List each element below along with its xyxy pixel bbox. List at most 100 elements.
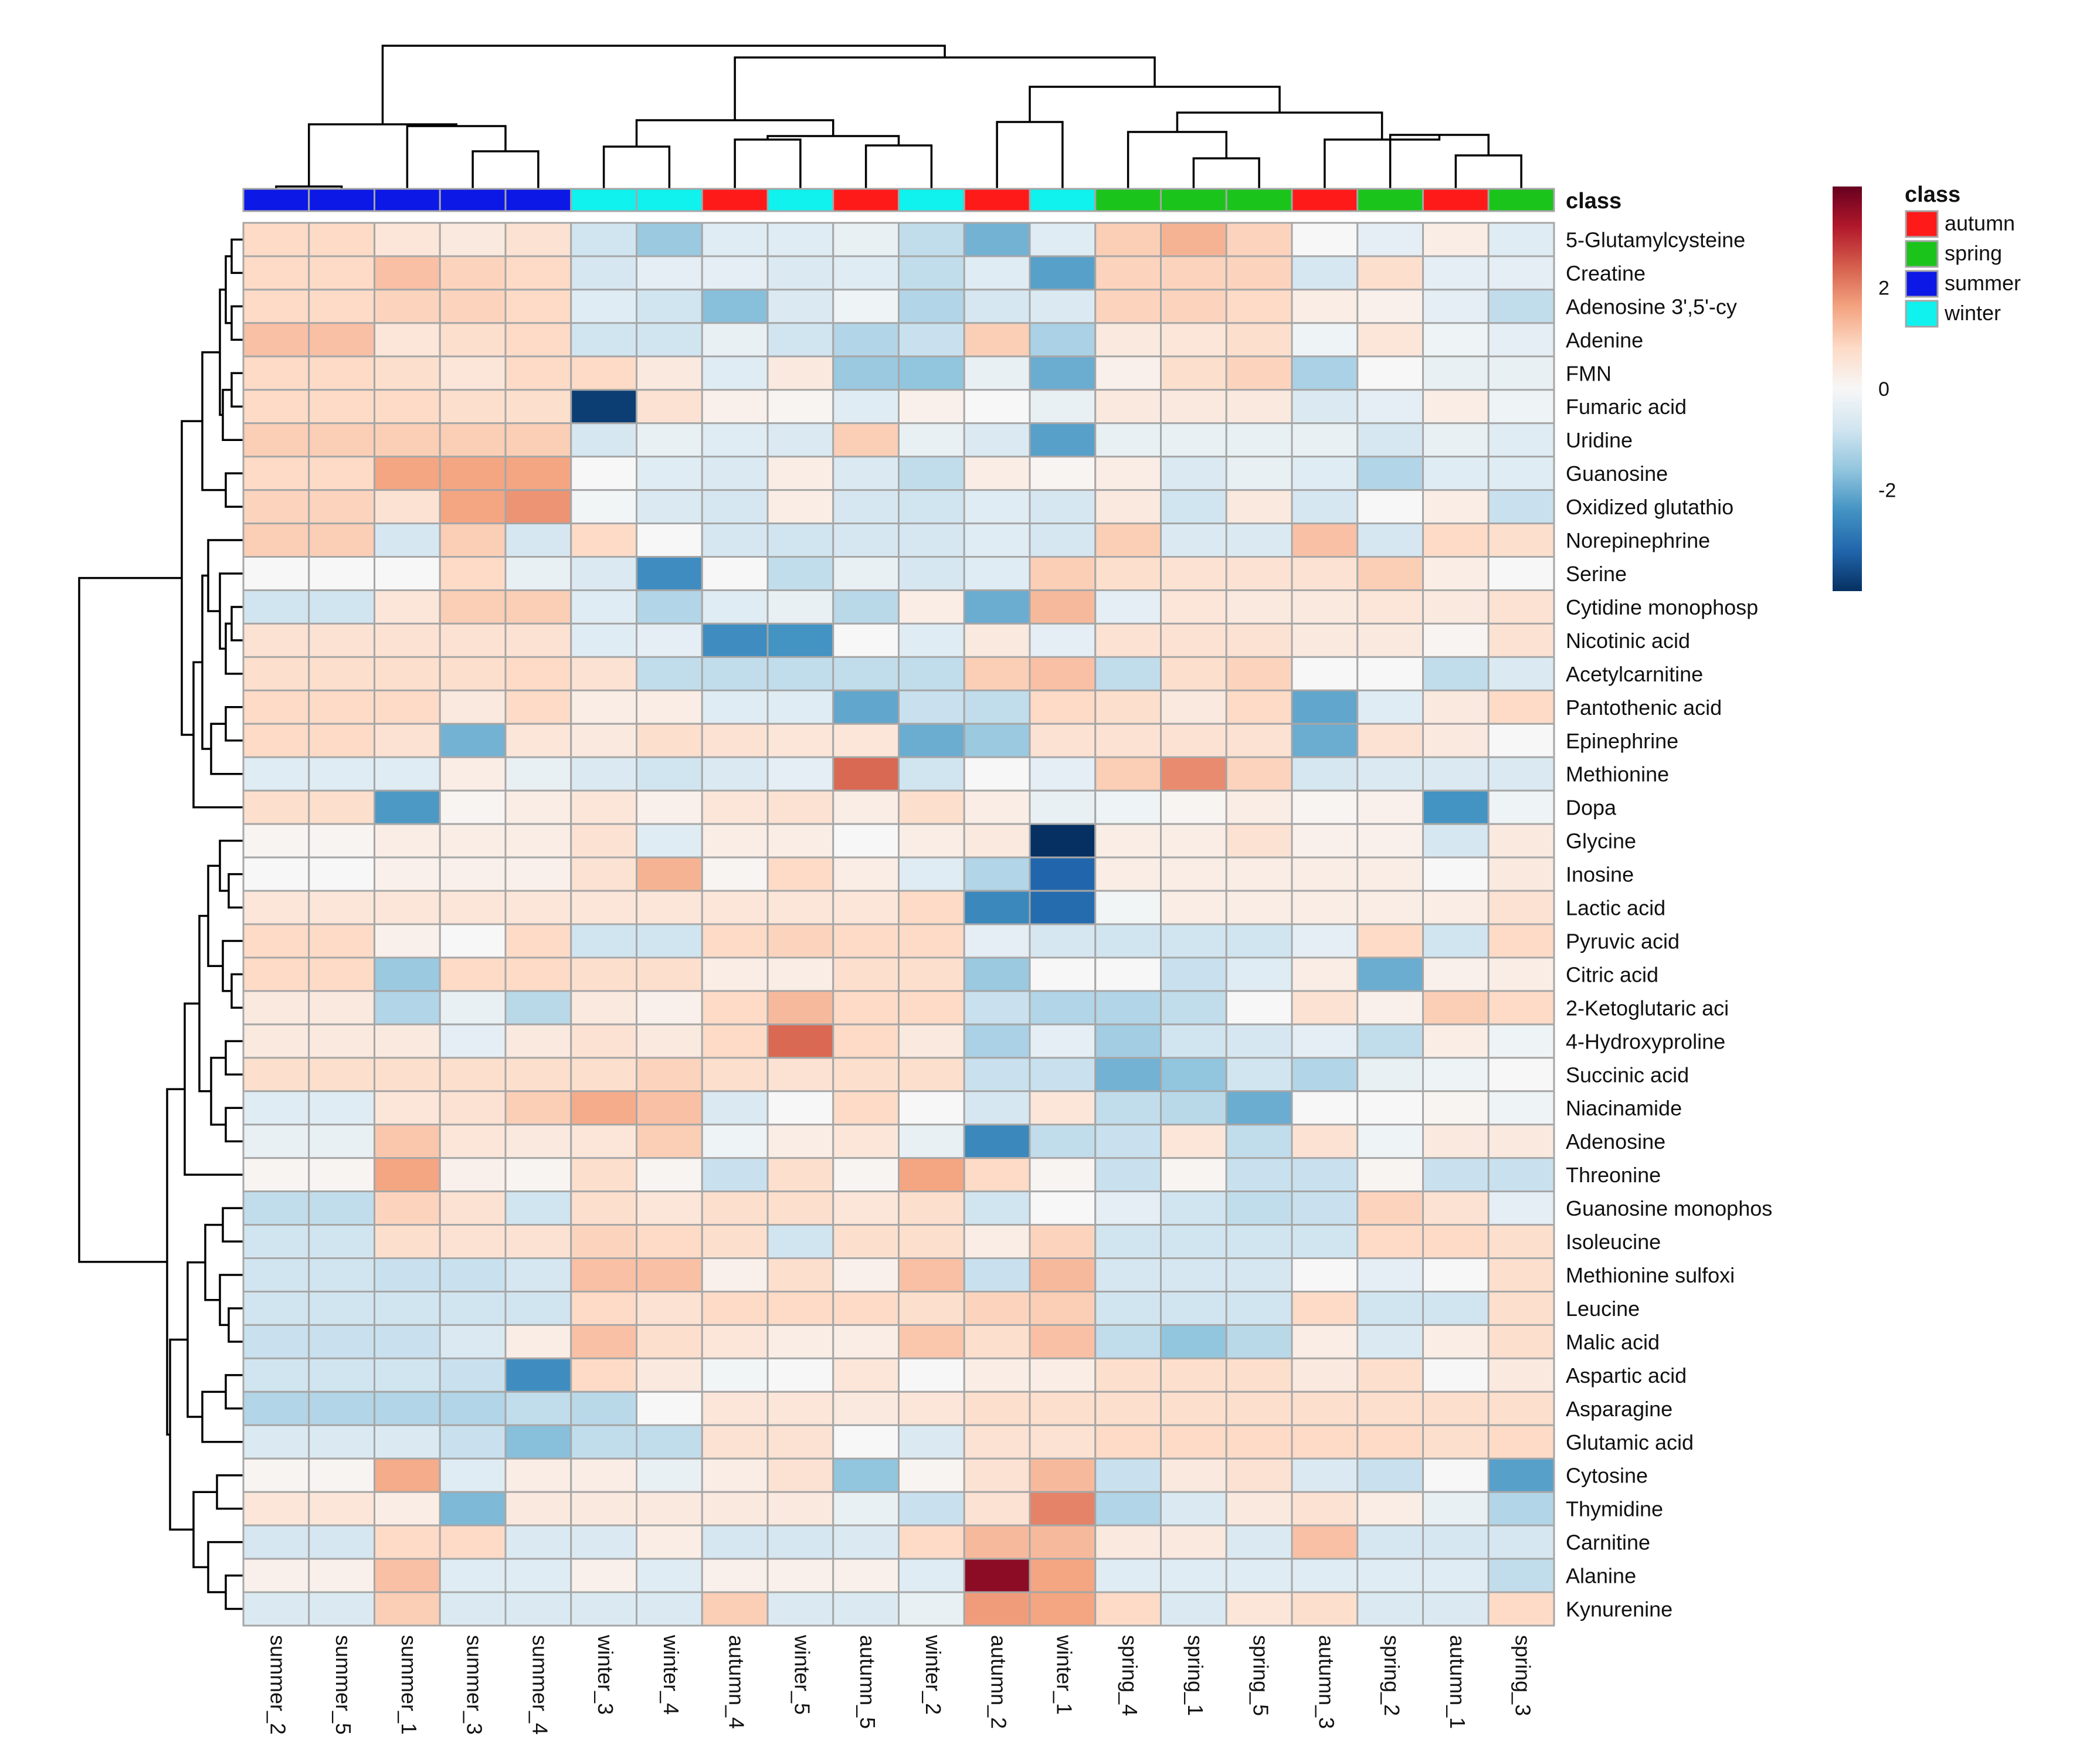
heatmap-cell: [242, 756, 310, 792]
heatmap-cell: [308, 1390, 375, 1426]
heatmap-cell: [439, 1224, 507, 1260]
row-label: Acetylcarnitine: [1566, 662, 1703, 686]
heatmap-cell: [570, 255, 637, 291]
heatmap-cell: [1094, 1390, 1162, 1426]
heatmap-cell: [439, 1424, 507, 1460]
row-dendrogram-branch: [225, 622, 243, 675]
heatmap-cell: [1029, 722, 1097, 758]
heatmap-cell: [1291, 1324, 1359, 1359]
heatmap-cell: [1094, 789, 1162, 825]
class-annotation-bar: class: [242, 188, 1621, 213]
heatmap-cell: [570, 1224, 637, 1260]
class-bar-cell: [374, 188, 441, 212]
heatmap-cell: [1422, 656, 1490, 691]
column-dendrogram-branch: [1192, 157, 1260, 189]
heatmap-cell: [308, 656, 375, 691]
heatmap-cell: [504, 1023, 572, 1059]
heatmap-cell: [570, 456, 637, 491]
heatmap-cell: [1291, 1558, 1359, 1593]
heatmap-cell: [308, 1524, 375, 1560]
heatmap-cell: [1225, 422, 1293, 458]
heatmap-cell: [636, 1290, 703, 1326]
heatmap-cell: [374, 890, 441, 925]
row-dendrogram-branch: [216, 1474, 243, 1510]
heatmap-cell: [504, 255, 572, 291]
heatmap-cell: [1356, 622, 1424, 658]
heatmap-cell: [1160, 289, 1227, 324]
row-dendrogram-branch: [230, 372, 243, 408]
heatmap-cell: [242, 556, 310, 591]
heatmap-cell: [701, 1290, 769, 1326]
heatmap-cell: [439, 255, 507, 291]
heatmap-cell: [1029, 956, 1097, 992]
heatmap-cell: [570, 622, 637, 658]
heatmap-cell: [832, 1023, 900, 1059]
heatmap-cell: [1487, 1491, 1555, 1526]
heatmap-cell: [636, 1224, 703, 1260]
heatmap-cell: [1225, 1224, 1293, 1260]
heatmap-cell: [1487, 1224, 1555, 1260]
heatmap-cell: [1225, 1457, 1293, 1493]
heatmap-cell: [1160, 1558, 1227, 1593]
column-dendrogram-branch: [1127, 131, 1227, 189]
heatmap-cell: [1160, 556, 1227, 591]
heatmap-cell: [1094, 422, 1162, 458]
heatmap-cell: [439, 956, 507, 992]
heatmap-cell: [1094, 1257, 1162, 1293]
heatmap-cell: [439, 1324, 507, 1359]
heatmap-cell: [1422, 756, 1490, 792]
heatmap-cell: [1487, 1524, 1555, 1560]
heatmap-cell: [1291, 355, 1359, 391]
heatmap-cell: [1225, 1090, 1293, 1126]
class-bar-cell: [1225, 188, 1293, 212]
heatmap-cell: [832, 1090, 900, 1126]
heatmap-cell: [504, 1257, 572, 1293]
heatmap-cell: [374, 322, 441, 358]
heatmap-cell: [1487, 1057, 1555, 1093]
heatmap-cell: [1094, 1190, 1162, 1226]
heatmap-cell: [1356, 1023, 1424, 1059]
heatmap-cell: [832, 923, 900, 959]
heatmap-cell: [963, 1357, 1031, 1393]
heatmap-cell: [1225, 823, 1293, 859]
heatmap-cell: [1291, 222, 1359, 257]
heatmap-cell: [308, 823, 375, 859]
row-dendrogram-branch: [225, 472, 243, 508]
row-label: 5-Glutamylcysteine: [1566, 228, 1745, 252]
heatmap-cell: [308, 1023, 375, 1059]
heatmap-cell: [1094, 389, 1162, 425]
heatmap-cell: [1094, 1491, 1162, 1526]
heatmap-cell: [1160, 1424, 1227, 1460]
column-label: summer_4: [528, 1635, 552, 1735]
heatmap-cell: [242, 389, 310, 425]
heatmap-cell: [1291, 856, 1359, 892]
heatmap-cell: [308, 756, 375, 792]
heatmap-cell: [242, 1491, 310, 1526]
heatmap-cell: [504, 890, 572, 925]
heatmap-cell: [570, 589, 637, 625]
heatmap-cell: [1094, 1057, 1162, 1093]
heatmap-cell: [832, 722, 900, 758]
heatmap-cell: [1225, 789, 1293, 825]
heatmap-cell: [766, 923, 834, 959]
heatmap-cell: [308, 1257, 375, 1293]
heatmap-cell: [504, 355, 572, 391]
heatmap-cell: [1291, 923, 1359, 959]
heatmap-cell: [1291, 823, 1359, 859]
column-dendrogram-branch: [996, 121, 1064, 189]
heatmap-cell: [701, 1524, 769, 1560]
heatmap-cell: [1094, 1357, 1162, 1393]
heatmap-cell: [1029, 923, 1097, 959]
class-legend-swatch: [1905, 270, 1939, 298]
heatmap-cell: [570, 1023, 637, 1059]
row-dendrogram-branch: [210, 722, 243, 775]
heatmap-cell: [570, 1424, 637, 1460]
heatmap-cell: [1029, 756, 1097, 792]
heatmap-cell: [439, 422, 507, 458]
heatmap-cell: [374, 1157, 441, 1193]
heatmap-cell: [963, 890, 1031, 925]
heatmap-cell: [1029, 289, 1097, 324]
heatmap-cell: [636, 1023, 703, 1059]
heatmap-cell: [1487, 1558, 1555, 1593]
heatmap-cell: [636, 222, 703, 257]
